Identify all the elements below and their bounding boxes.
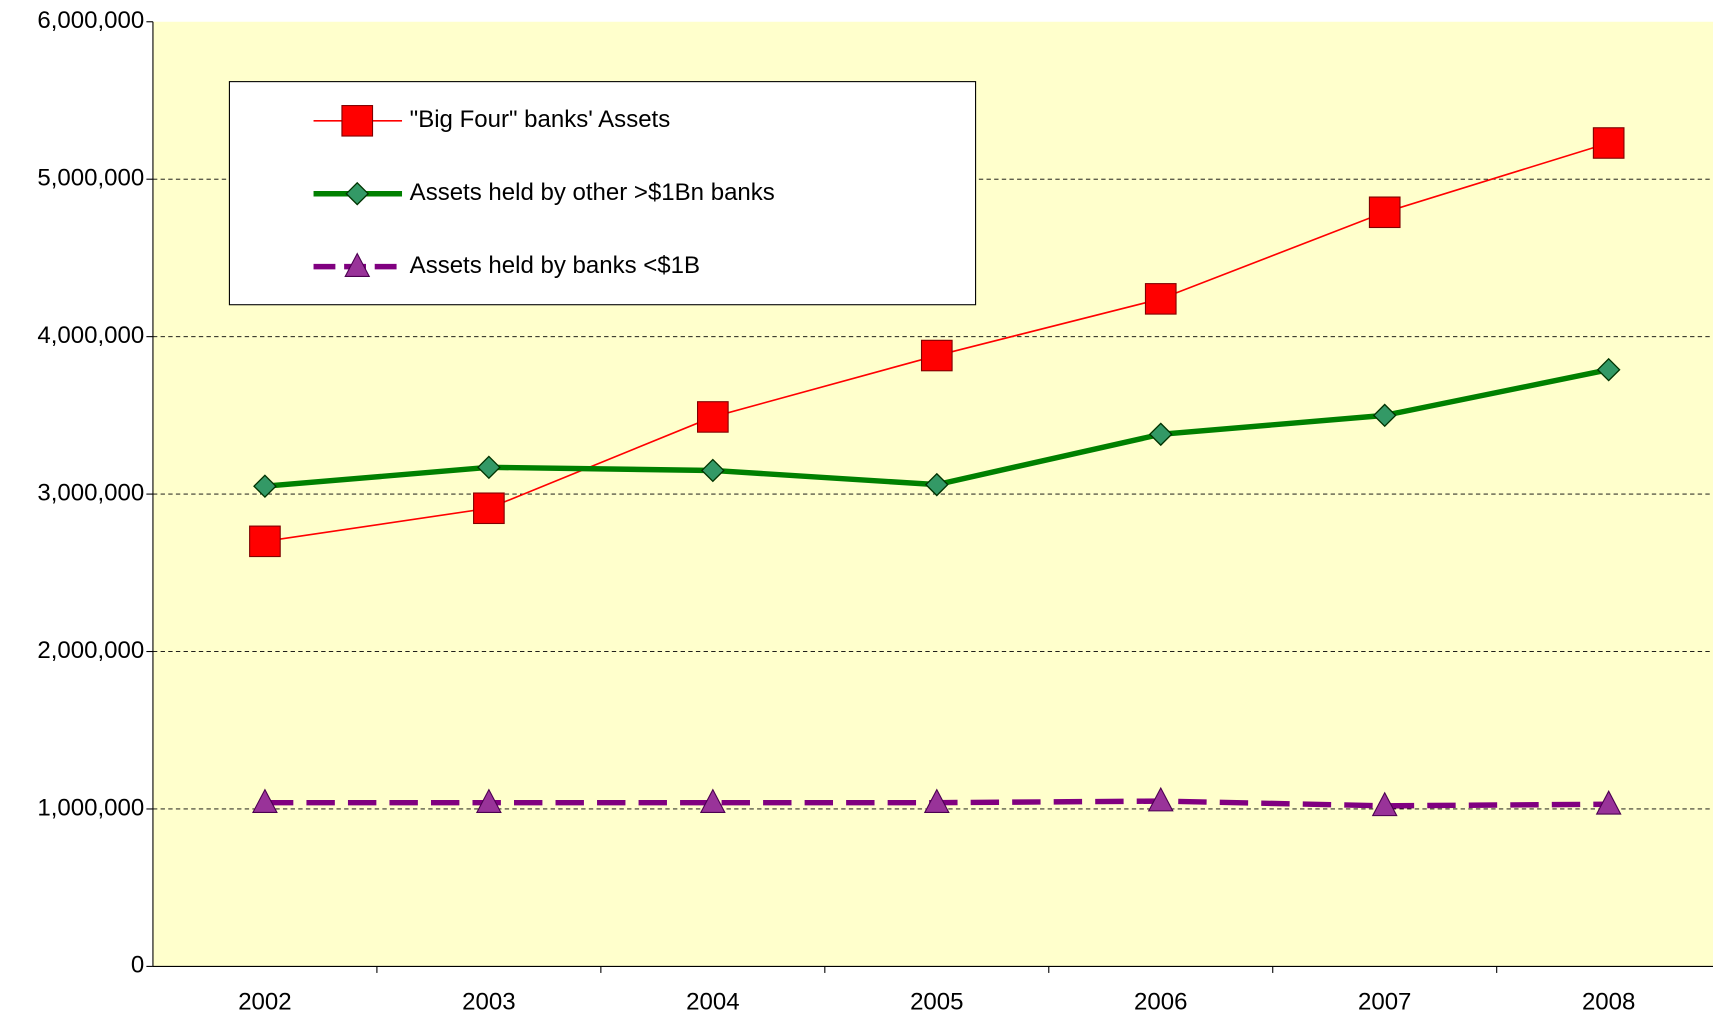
- y-tick-label: 4,000,000: [37, 322, 144, 349]
- x-tick-label: 2005: [910, 989, 963, 1016]
- legend-label: Assets held by other >$1Bn banks: [410, 179, 775, 206]
- legend-marker: [341, 105, 374, 137]
- x-tick-label: 2006: [1134, 989, 1187, 1016]
- marker: [1148, 422, 1173, 447]
- y-tick-label: 2,000,000: [37, 637, 144, 664]
- x-tick-label: 2008: [1582, 989, 1635, 1016]
- marker: [1144, 283, 1177, 315]
- legend-label: "Big Four" banks' Assets: [410, 106, 671, 133]
- marker: [1371, 791, 1398, 817]
- marker: [252, 788, 278, 814]
- marker: [253, 474, 277, 499]
- x-tick-label: 2004: [686, 989, 739, 1016]
- y-tick-label: 6,000,000: [37, 7, 144, 34]
- y-tick-label: 5,000,000: [37, 165, 144, 192]
- marker: [696, 401, 729, 433]
- marker: [1147, 786, 1174, 812]
- marker: [1372, 403, 1397, 428]
- y-tick-label: 3,000,000: [37, 479, 144, 506]
- marker: [249, 525, 281, 558]
- x-tick-label: 2003: [462, 989, 515, 1016]
- marker: [1595, 790, 1622, 815]
- marker: [1596, 357, 1621, 382]
- x-tick-label: 2002: [238, 989, 291, 1016]
- marker: [473, 492, 505, 525]
- legend-label: Assets held by banks <$1B: [410, 252, 700, 279]
- marker: [920, 339, 953, 372]
- x-tick-label: 2007: [1358, 989, 1411, 1016]
- marker: [475, 788, 502, 814]
- legend-marker: [345, 181, 370, 206]
- legend-marker: [344, 252, 371, 277]
- y-tick-label: 1,000,000: [37, 794, 144, 821]
- marker: [923, 788, 950, 814]
- y-tick-label: 0: [131, 952, 144, 979]
- marker: [1368, 196, 1401, 229]
- marker: [924, 472, 949, 497]
- marker: [700, 458, 725, 483]
- marker: [477, 455, 501, 480]
- marker: [699, 788, 726, 814]
- marker: [1592, 127, 1625, 159]
